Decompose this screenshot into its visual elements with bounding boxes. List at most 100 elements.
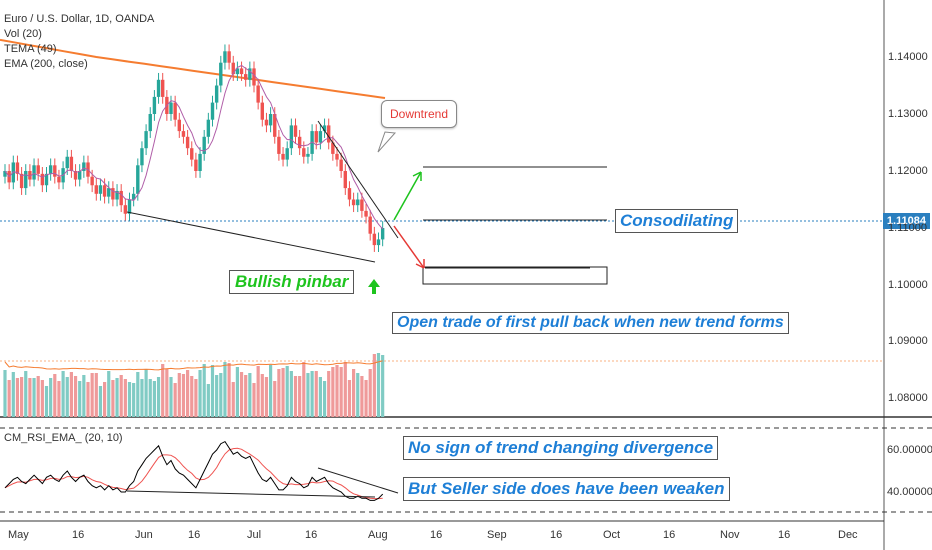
candle-body: [227, 51, 231, 63]
volume-bar: [210, 365, 215, 417]
candle-body: [173, 102, 177, 120]
volume-bar: [40, 380, 44, 417]
volume-bar: [356, 373, 360, 417]
candle-body: [15, 162, 20, 174]
rsi-line: [4, 440, 384, 501]
volume-bar: [227, 363, 231, 417]
volume-bar: [165, 369, 169, 417]
volume-bar: [169, 377, 173, 417]
volume-bar: [339, 367, 343, 417]
volume-bar: [24, 371, 28, 417]
rsi-legend: CM_RSI_EMA_ (20, 10): [4, 432, 123, 444]
time-tick-label: 16: [778, 529, 791, 541]
volume-bar: [177, 373, 181, 417]
volume-bar: [152, 381, 156, 417]
volume-bar: [111, 380, 115, 417]
candle-body: [28, 171, 32, 180]
bullish-pinbar-label: Bullish pinbar: [229, 270, 355, 294]
candle-body: [281, 153, 285, 160]
candle-body: [144, 131, 148, 149]
candle-body: [306, 153, 310, 157]
volume-bar: [115, 378, 119, 417]
candle-body: [73, 171, 78, 180]
open-trade-callout: Open trade of first pull back when new t…: [392, 312, 789, 334]
candle-body: [210, 102, 215, 120]
candle-body: [248, 68, 252, 80]
volume-bar: [235, 367, 239, 417]
time-tick-label: 16: [305, 529, 318, 541]
volume-bar: [381, 355, 385, 417]
candle-body: [177, 119, 181, 132]
volume-bar: [343, 362, 347, 417]
volume-bar: [190, 376, 194, 417]
candle-body: [90, 176, 94, 186]
volume-bar: [248, 373, 252, 417]
volume-bar: [293, 376, 298, 417]
candle-body: [48, 165, 53, 174]
candle-body: [190, 148, 194, 160]
volume-bar: [306, 373, 310, 417]
volume-bar: [327, 371, 331, 417]
candle-body: [65, 156, 69, 169]
candle-body: [194, 159, 198, 171]
volume-bar: [20, 377, 24, 417]
candle-body: [314, 131, 318, 143]
candle-body: [331, 142, 335, 154]
volume-bar: [132, 383, 136, 417]
volume-bar: [140, 379, 144, 417]
candle-body: [161, 79, 165, 97]
candle-body: [53, 165, 57, 177]
volume-bar: [173, 383, 177, 417]
volume-bar: [202, 364, 206, 417]
rsi-tick-label: 40.00000: [887, 486, 932, 498]
candle-body: [98, 185, 103, 194]
volume-bar: [65, 377, 69, 417]
volume-bar: [90, 373, 94, 417]
candle-body: [206, 119, 211, 137]
volume-bar: [186, 370, 190, 417]
candle-body: [198, 153, 202, 171]
candle-body: [376, 239, 381, 246]
volume-bar: [136, 372, 140, 417]
volume-bar: [57, 381, 61, 417]
candle-body: [318, 131, 323, 143]
candle-body: [36, 165, 40, 174]
candle-body: [268, 114, 273, 126]
candle-body: [202, 136, 206, 154]
volume-bar: [223, 362, 227, 417]
downtrend-callout-pointer: [377, 131, 397, 153]
price-tick-label: 1.12000: [888, 165, 928, 177]
time-tick-label: 16: [663, 529, 676, 541]
volume-bar: [239, 372, 244, 417]
candle-body: [356, 199, 360, 206]
volume-bar: [281, 368, 285, 417]
time-tick-label: Dec: [838, 529, 858, 541]
candle-body: [119, 190, 123, 206]
candle-body: [327, 125, 331, 143]
volume-bar: [7, 380, 11, 417]
volume-bar: [123, 379, 127, 417]
candle-body: [302, 148, 306, 157]
volume-bar: [15, 378, 20, 417]
volume-bar: [73, 376, 78, 417]
volume-bar: [269, 365, 273, 417]
price-tick-label: 1.10000: [888, 279, 928, 291]
volume-bar: [86, 382, 90, 417]
seller-weaken-callout: But Seller side does have been weaken: [403, 477, 730, 501]
candle-body: [339, 159, 343, 171]
time-tick-label: 16: [188, 529, 201, 541]
consolidating-callout: Consodilating: [615, 209, 739, 233]
volume-bar: [372, 354, 376, 417]
up-arrow-line: [393, 171, 422, 221]
candle-body: [32, 165, 36, 180]
candle-body: [57, 176, 61, 183]
candle-body: [78, 171, 82, 180]
volume-bar: [347, 380, 352, 417]
candle-body: [351, 199, 356, 206]
candle-body: [102, 185, 107, 197]
volume-bar: [231, 382, 235, 417]
candle-body: [111, 188, 115, 200]
candle-body: [343, 171, 347, 189]
volume-bar: [368, 369, 372, 417]
